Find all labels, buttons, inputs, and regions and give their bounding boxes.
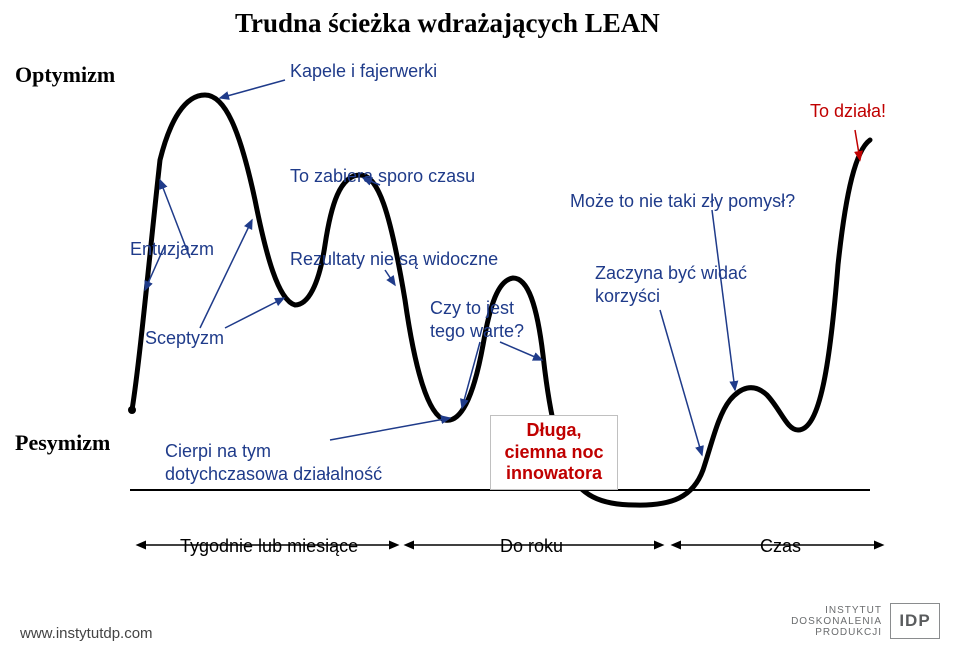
logo-line-1: INSTYTUT — [791, 605, 882, 616]
label-sceptyzm: Sceptyzm — [145, 327, 224, 350]
arrow-cierpi — [330, 418, 450, 440]
yaxis-top-label: Optymizm — [15, 62, 115, 88]
slide: Trudna ścieżka wdrażających LEAN Optymiz… — [0, 0, 960, 657]
label-moze: Może to nie taki zły pomysł? — [570, 190, 795, 213]
label-entuzjazm: Entuzjazm — [130, 238, 214, 261]
yaxis-bottom-label: Pesymizm — [15, 430, 110, 456]
label-dluga-l3: innowatora — [506, 463, 602, 483]
label-cierpi-l1: Cierpi na tym — [165, 441, 271, 461]
label-cierpi: Cierpi na tym dotychczasowa działalność — [165, 440, 382, 485]
label-zaczyna-l2: korzyści — [595, 286, 660, 306]
xaxis-label-czas: Czas — [760, 535, 801, 558]
arrow-zaczyna — [660, 310, 702, 455]
logo-line-2: DOSKONALENIA — [791, 616, 882, 627]
label-czytojest-l1: Czy to jest — [430, 298, 514, 318]
label-todziala: To działa! — [810, 100, 886, 123]
arrow-sceptyzm-2 — [225, 298, 284, 328]
label-czytojest: Czy to jest tego warte? — [430, 297, 524, 342]
footer-logo: INSTYTUT DOSKONALENIA PRODUKCJI IDP — [791, 603, 940, 639]
label-czytojest-l2: tego warte? — [430, 321, 524, 341]
label-dluga-l1: Długa, — [526, 420, 581, 440]
arrow-sceptyzm-1 — [200, 220, 252, 328]
xaxis-label-weeks: Tygodnie lub miesiące — [180, 535, 358, 558]
footer-url: www.instytutdp.com — [20, 625, 153, 642]
label-dluga-box: Długa, ciemna noc innowatora — [490, 415, 618, 490]
label-zaczyna-l1: Zaczyna być widać — [595, 263, 747, 283]
label-dluga-l2: ciemna noc — [504, 442, 603, 462]
logo-mark: IDP — [890, 603, 940, 639]
label-rezultaty: Rezultaty nie są widoczne — [290, 248, 498, 271]
label-zaczyna: Zaczyna być widać korzyści — [595, 262, 747, 307]
arrow-rezultaty — [385, 270, 395, 285]
logo-line-3: PRODUKCJI — [791, 627, 882, 638]
slide-title: Trudna ścieżka wdrażających LEAN — [235, 8, 660, 39]
label-tozabiera: To zabiera sporo czasu — [290, 165, 475, 188]
label-cierpi-l2: dotychczasowa działalność — [165, 464, 382, 484]
xaxis-label-year: Do roku — [500, 535, 563, 558]
arrow-kapele — [220, 80, 285, 98]
arrow-czytojest-2 — [500, 342, 542, 360]
label-kapele: Kapele i fajerwerki — [290, 60, 437, 83]
